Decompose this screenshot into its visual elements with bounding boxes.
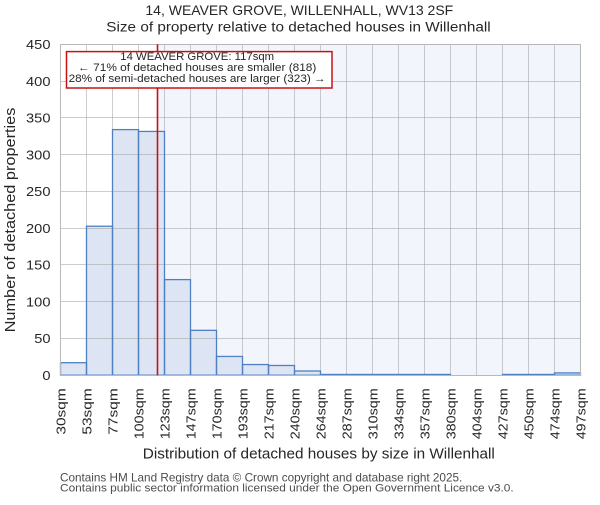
svg-text:310sqm: 310sqm [367,388,381,439]
svg-text:334sqm: 334sqm [393,388,407,439]
svg-text:123sqm: 123sqm [159,388,173,439]
svg-text:100sqm: 100sqm [133,388,147,439]
svg-text:30sqm: 30sqm [54,388,68,434]
svg-text:170sqm: 170sqm [211,388,225,439]
svg-text:53sqm: 53sqm [80,388,94,434]
svg-text:50: 50 [34,332,51,346]
svg-text:217sqm: 217sqm [263,388,277,439]
svg-text:404sqm: 404sqm [471,388,485,439]
svg-text:150: 150 [26,259,51,273]
svg-text:77sqm: 77sqm [106,388,120,434]
svg-text:200: 200 [26,222,51,236]
svg-text:Size of property relative to d: Size of property relative to detached ho… [106,20,490,35]
svg-text:14 WEAVER GROVE: 117sqm: 14 WEAVER GROVE: 117sqm [120,51,274,63]
svg-text:Contains HM Land Registry data: Contains HM Land Registry data © Crown c… [60,472,462,485]
svg-text:357sqm: 357sqm [419,388,433,439]
svg-text:450: 450 [26,38,51,52]
svg-text:Distribution of detached house: Distribution of detached houses by size … [143,446,495,463]
svg-text:147sqm: 147sqm [185,388,199,439]
svg-text:14, WEAVER GROVE, WILLENHALL,: 14, WEAVER GROVE, WILLENHALL, WV13 2SF [145,2,453,18]
svg-text:350: 350 [26,112,51,126]
svg-text:250: 250 [26,185,51,199]
svg-text:497sqm: 497sqm [575,388,589,439]
svg-text:Number of detached properties: Number of detached properties [3,107,19,332]
svg-text:28% of semi-detached houses ar: 28% of semi-detached houses are larger (… [69,73,326,85]
svg-text:300: 300 [26,148,51,162]
svg-text:← 71% of detached houses are s: ← 71% of detached houses are smaller (81… [78,62,316,74]
svg-text:400: 400 [26,75,51,89]
svg-text:0: 0 [42,369,51,383]
svg-text:380sqm: 380sqm [445,388,459,439]
svg-text:100: 100 [26,295,51,309]
svg-text:Contains public sector informa: Contains public sector information licen… [60,482,514,495]
svg-text:427sqm: 427sqm [497,388,511,439]
svg-text:474sqm: 474sqm [549,388,563,439]
svg-text:193sqm: 193sqm [237,388,251,439]
svg-text:450sqm: 450sqm [523,388,537,439]
svg-text:287sqm: 287sqm [341,388,355,439]
svg-text:240sqm: 240sqm [289,388,303,439]
svg-text:264sqm: 264sqm [315,388,329,439]
